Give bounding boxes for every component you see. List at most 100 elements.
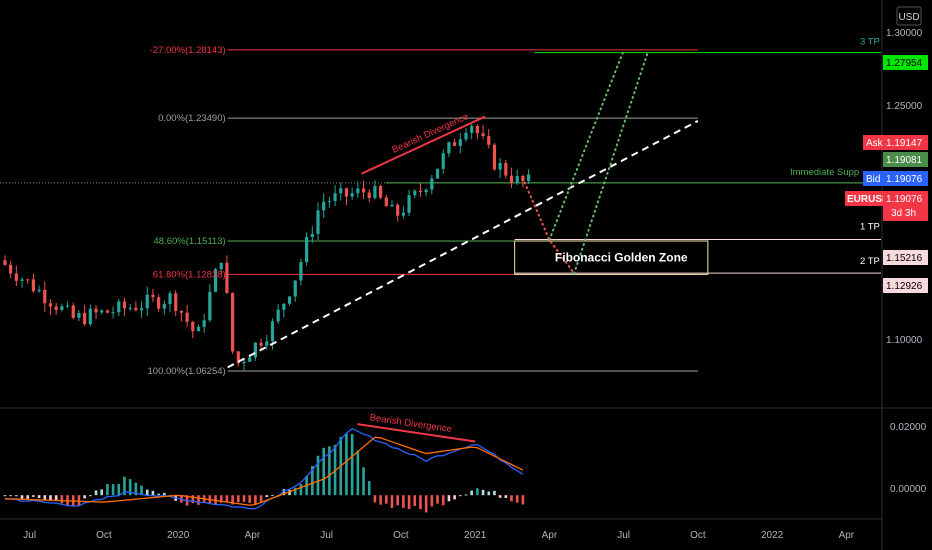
macd-histogram-bar [271,494,274,496]
candle-body [88,308,92,325]
svg-text:1.19076: 1.19076 [886,194,923,205]
svg-text:1.19147: 1.19147 [886,138,923,149]
golden-zone-rect [514,240,709,275]
candle-body [470,126,474,133]
macd-histogram-bar [225,495,229,503]
macd-histogram-bar [163,492,166,496]
candle-body [441,153,445,169]
candle-body [515,175,519,183]
candlestick-series[interactable] [3,123,531,371]
fibonacci-retracement[interactable] [227,49,698,372]
candle-body [373,185,377,199]
candle-body [527,174,531,182]
macd-histogram-bar [504,495,508,498]
candle-body [219,262,223,270]
fib-level-label: 48.60%(1.15113) [153,236,225,247]
time-axis-label: Jul [617,530,630,541]
candle-body [71,305,75,318]
candle-body [242,361,246,364]
candle-body [413,190,417,196]
time-axis-label: Apr [245,530,261,541]
macd-histogram-bar [436,495,439,504]
macd-histogram-bar [60,495,64,504]
candle-body [492,144,497,170]
macd-histogram-bar [390,495,394,508]
candle-body [26,279,30,281]
currency-button[interactable] [896,6,922,26]
golden-zone-label: Fibonacci Golden Zone [555,251,688,265]
candle-body [407,195,411,213]
candle-body [339,188,343,194]
macd-histogram-bar [248,495,251,503]
macd-histogram-bar [402,495,405,508]
macd-histogram-bar [49,495,52,501]
candle-body [202,320,206,327]
tp3-label: 3 TP [860,37,880,48]
macd-histogram-bar [145,489,149,496]
macd-histogram-bar [128,479,132,496]
macd-histogram-bar [219,495,223,503]
candle-body [213,269,218,292]
trend-drawings[interactable] [227,49,699,369]
tp1-price-badge: 1.15216 [883,250,928,265]
macd-histogram-bar [197,495,200,505]
time-axis-label: 2022 [761,530,784,541]
macd-histogram-bar [476,488,479,496]
macd-histogram-bar [89,495,92,497]
time-axis[interactable]: Jul Oct 2020 Apr Jul Oct 2021 Apr Jul Oct 2022 Apr [23,530,855,541]
macd-histogram-bar [26,495,30,499]
candle-body [196,326,201,332]
svg-text:Ask: Ask [866,138,884,149]
candle-body [475,126,479,134]
candle-body [3,260,7,265]
candle-body [361,188,366,193]
svg-text:3d 3h: 3d 3h [891,208,916,219]
macd-histogram-bar [43,495,47,501]
macd-histogram-bar [265,495,269,498]
macd-tick: 0.00000 [890,484,927,495]
candle-body [191,321,195,332]
price-tick: 1.30000 [886,28,923,39]
macd-indicator[interactable] [3,423,525,513]
candle-body [37,289,41,292]
svg-text:1.12926: 1.12926 [886,281,923,292]
macd-histogram-bar [362,467,365,496]
candle-body [83,313,87,325]
tp1-label: 1 TP [860,221,880,232]
dashed-trendline [227,120,699,369]
candle-body [179,310,183,313]
macd-histogram-bar [157,493,160,496]
macd-histogram-bar [32,495,35,497]
macd-histogram-bar [419,495,422,510]
candle-body [54,306,58,311]
macd-histogram-bar [231,495,234,505]
candle-body [31,279,36,292]
candle-body [390,204,394,207]
candle-body [151,294,155,298]
candle-body [367,192,371,199]
macd-histogram-bar [453,495,456,500]
candle-body [316,210,320,234]
candle-body [396,204,400,216]
macd-histogram-bar [94,490,98,496]
macd-histogram-bar [299,484,303,496]
macd-tick: 0.02000 [890,422,927,433]
candle-body [174,293,178,311]
symbol-last-price-badge: EURUSD 1.19076 3d 3h [845,191,928,221]
macd-histogram-bar [385,495,388,504]
macd-histogram-bar [117,483,121,496]
macd-histogram-bar [493,490,496,496]
bid-price-badge: Bid 1.19076 [863,171,928,186]
candle-body [48,303,53,307]
time-axis-label: Oct [393,530,409,541]
candle-body [236,351,240,364]
candle-body [521,175,525,182]
svg-text:1.19076: 1.19076 [886,174,923,185]
candle-body [94,308,98,313]
svg-text:1.27954: 1.27954 [886,58,923,69]
ask-price-badge: Ask 1.19147 [863,135,928,150]
macd-histogram-bar [379,495,382,505]
macd-histogram-bar [311,465,314,496]
fibonacci-golden-zone-box[interactable] [514,52,881,275]
